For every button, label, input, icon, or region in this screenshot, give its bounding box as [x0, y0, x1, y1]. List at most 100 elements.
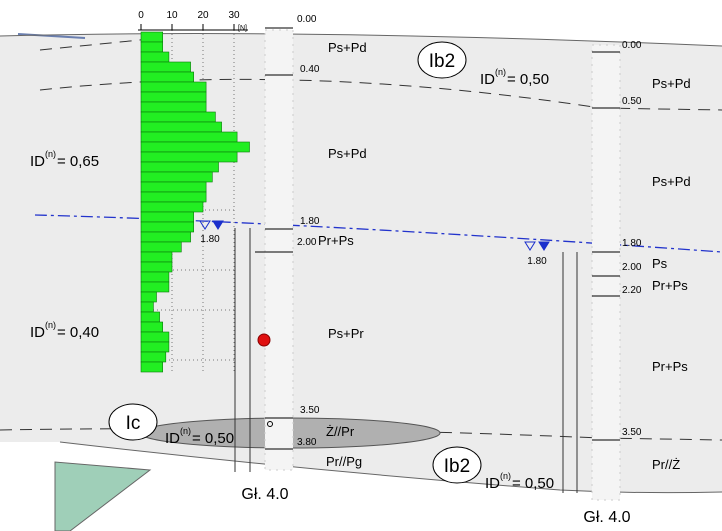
depth-label: 3.50: [622, 427, 642, 438]
marker: [267, 421, 273, 427]
zone-circle: [417, 41, 467, 79]
layer-label: Pr+Ps: [652, 278, 688, 293]
probe-bar: [140, 131, 238, 143]
value: = 0,40: [57, 324, 99, 341]
water-label: 1.80: [200, 234, 220, 245]
value: = 0,50: [512, 475, 554, 492]
probe-bar: [140, 241, 182, 253]
sample-point: [257, 333, 271, 347]
probe-bar: [140, 171, 213, 183]
index: (n): [45, 149, 56, 159]
probe-bar: [140, 331, 170, 343]
casing: [234, 228, 578, 493]
depth-label: 3.80: [297, 437, 317, 448]
tick-label: 0: [138, 10, 144, 21]
depth-label: 2.00: [297, 237, 317, 248]
layer-label: Ps: [652, 256, 668, 271]
probe-bar: [140, 61, 191, 73]
probe-bar: [140, 51, 170, 63]
tick-label: 20: [197, 10, 209, 21]
probe-bar: [140, 191, 207, 203]
symbol: ID: [485, 475, 500, 492]
lower-layer: [54, 461, 152, 531]
layer-label: Pr//Pg: [326, 454, 362, 469]
probe-bar: [140, 291, 157, 303]
borehole-column: [591, 44, 621, 501]
probe-bar: [140, 71, 195, 83]
layer-boundaries: [0, 37, 722, 441]
value: = 0,50: [192, 430, 234, 447]
edge-line: [17, 33, 86, 39]
tick-label: 10: [166, 10, 178, 21]
zone-circle: [108, 403, 158, 441]
water-symbol: [212, 220, 224, 230]
density-label: ID(n)= 0,50: [480, 67, 549, 88]
index: (n): [45, 320, 56, 330]
layer-label: Ps+Pd: [652, 76, 691, 91]
probe-bar: [140, 261, 173, 273]
layer-label: Pr+Ps: [318, 233, 354, 248]
terrain-line: [0, 33, 722, 47]
probe-bar: [140, 311, 160, 323]
density-label: ID(n)= 0,50: [485, 471, 554, 492]
layer-label: Ż//Pr: [326, 424, 355, 439]
probe-bar: [140, 91, 207, 103]
zone-label: Ic: [126, 413, 141, 434]
borehole-name: Gł. 4.0: [241, 486, 288, 503]
zone-label: Ib2: [444, 456, 470, 477]
symbol: ID: [480, 71, 495, 88]
probe-bar: [140, 341, 170, 353]
borehole-column: [264, 29, 294, 471]
water-table: [34, 214, 722, 253]
probe-bar: [140, 351, 167, 363]
layer-label: Ps+Pr: [328, 326, 364, 341]
depth-label: 2.20: [622, 285, 642, 296]
water-symbol: [538, 241, 550, 251]
index: (n): [500, 471, 511, 481]
depth-label: 2.00: [622, 262, 642, 273]
probe-bar: [140, 231, 191, 243]
probe-bar: [140, 31, 164, 43]
water-symbol: [524, 241, 536, 251]
layer-label: Pr//Ż: [652, 457, 680, 472]
index: (n): [180, 426, 191, 436]
depth-label: 0.00: [297, 14, 317, 25]
depth-label: 0.40: [300, 64, 320, 75]
depth-label: 1.80: [622, 238, 642, 249]
probe-bar: [140, 81, 207, 93]
borehole-name: Gł. 4.0: [583, 509, 630, 526]
layer-label: Ps+Pd: [328, 40, 367, 55]
probe-bar: [140, 361, 164, 373]
probe-bar: [140, 181, 207, 193]
layer-label: Pr+Ps: [652, 359, 688, 374]
symbol: ID: [30, 153, 45, 170]
density-label: ID(n)= 0,40: [30, 320, 99, 341]
density-label: ID(n)= 0,50: [165, 426, 234, 447]
probe-bar: [140, 101, 207, 113]
probe-bar: [140, 211, 195, 223]
layer-label: Ps+Pd: [328, 146, 367, 161]
depth-label: 3.50: [300, 405, 320, 416]
probe-bar: [140, 301, 154, 313]
depth-label: 0.00: [622, 40, 642, 51]
probe-bar: [140, 201, 204, 213]
zone-circle: [432, 446, 482, 484]
index: (n): [495, 67, 506, 77]
probe-bar: [140, 281, 170, 293]
water-symbol: [199, 220, 211, 230]
zone-label: Ib2: [429, 51, 455, 72]
probe-bar: [140, 251, 173, 263]
probe-bar: [140, 221, 195, 233]
probe-bar: [140, 121, 222, 133]
water-label: 1.80: [527, 256, 547, 267]
probe-bar: [140, 141, 250, 153]
symbol: ID: [165, 430, 180, 447]
density-label: ID(n)= 0,65: [30, 149, 99, 170]
layer-label: Ps+Pd: [652, 174, 691, 189]
probe-bar: [140, 321, 164, 333]
bottom-line: [59, 441, 722, 494]
depth-label: 0.50: [622, 96, 642, 107]
value: = 0,65: [57, 153, 99, 170]
unit-label: [N]: [238, 25, 247, 32]
